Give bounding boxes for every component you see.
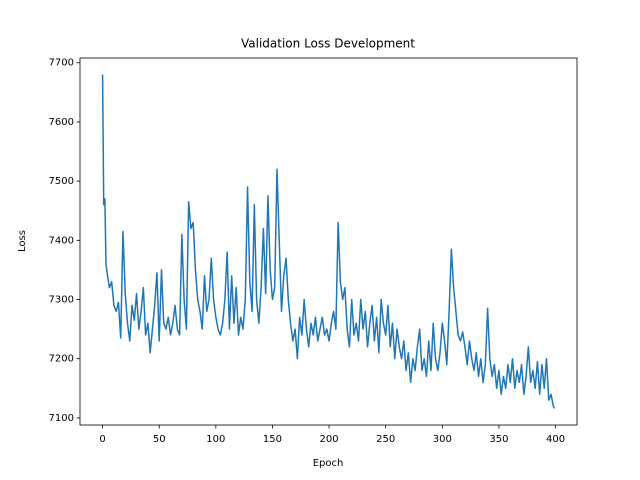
x-tick-label: 400 [546, 434, 565, 445]
y-tick-label: 7200 [49, 354, 74, 365]
plot-frame [79, 57, 578, 426]
x-axis-label: Epoch [313, 458, 344, 469]
x-tick-label: 300 [433, 434, 452, 445]
y-tick-label: 7400 [49, 235, 74, 246]
x-tick-label: 0 [99, 434, 105, 445]
y-tick-label: 7700 [49, 58, 74, 69]
x-tick-label: 100 [206, 434, 225, 445]
y-tick-label: 7600 [49, 117, 74, 128]
chart-title: Validation Loss Development [241, 37, 415, 51]
x-tick-label: 50 [153, 434, 166, 445]
y-tick-label: 7300 [49, 295, 74, 306]
y-axis-label: Loss [17, 230, 28, 252]
x-tick-label: 250 [376, 434, 395, 445]
loss-line [101, 74, 556, 409]
y-tick-label: 7500 [49, 176, 74, 187]
x-tick-label: 200 [320, 434, 339, 445]
x-tick-label: 350 [489, 434, 508, 445]
y-tick-label: 7100 [49, 413, 74, 424]
x-tick-label: 150 [263, 434, 282, 445]
